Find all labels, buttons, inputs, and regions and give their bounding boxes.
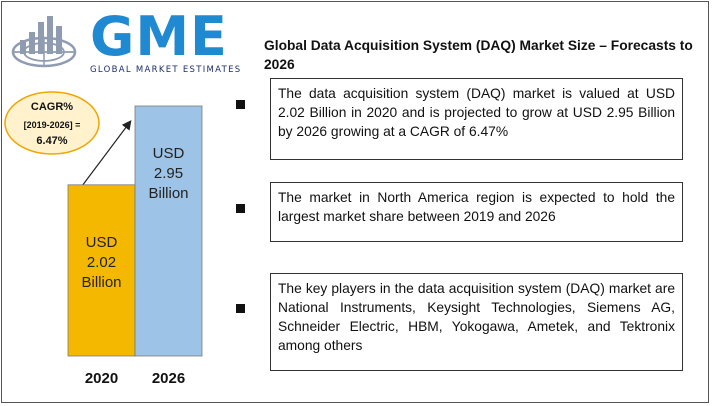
x-tick-2020: 2020 — [85, 370, 118, 386]
cagr-line3: 6.47% — [36, 135, 67, 147]
bar-label-2026-1: 2.95 — [154, 165, 183, 182]
bar-label-2026-0: USD — [153, 145, 185, 162]
logo-letters-text: GME — [90, 5, 228, 68]
x-tick-2026: 2026 — [152, 370, 185, 386]
bar-label-2020-0: USD — [86, 234, 118, 251]
bar-2020 — [67, 184, 136, 357]
fact-box-2: The market in North America region is ex… — [270, 182, 683, 242]
cagr-callout: CAGR% [2019-2026] = 6.47% — [4, 91, 100, 155]
bar-2026 — [134, 105, 203, 357]
fact-box-1: The data acquisition system (DAQ) market… — [270, 78, 683, 160]
bullet-1 — [236, 100, 245, 109]
gme-logo: GME GLOBAL MARKET ESTIMATES — [10, 10, 245, 75]
globe-icon — [11, 16, 77, 68]
bullet-2 — [236, 204, 245, 213]
logo-tagline: GLOBAL MARKET ESTIMATES — [90, 65, 242, 75]
bar-label-2020-2: Billion — [81, 274, 121, 291]
logo-letters: GME — [90, 10, 228, 64]
cagr-ellipse — [4, 91, 100, 155]
cagr-line1: CAGR% — [31, 101, 73, 113]
bullet-3 — [236, 304, 245, 313]
bar-chart: CAGR% [2019-2026] = 6.47% USD 2.02 Billion… — [4, 91, 203, 386]
growth-arrow — [81, 120, 132, 187]
page-title: Global Data Acquisition System (DAQ) Mar… — [264, 38, 693, 72]
bar-label-2020-1: 2.02 — [87, 254, 116, 271]
fact-box-3: The key players in the data acquisition … — [270, 273, 683, 371]
bar-label-2026-2: Billion — [148, 185, 188, 202]
cagr-line2: [2019-2026] = — [24, 120, 81, 130]
